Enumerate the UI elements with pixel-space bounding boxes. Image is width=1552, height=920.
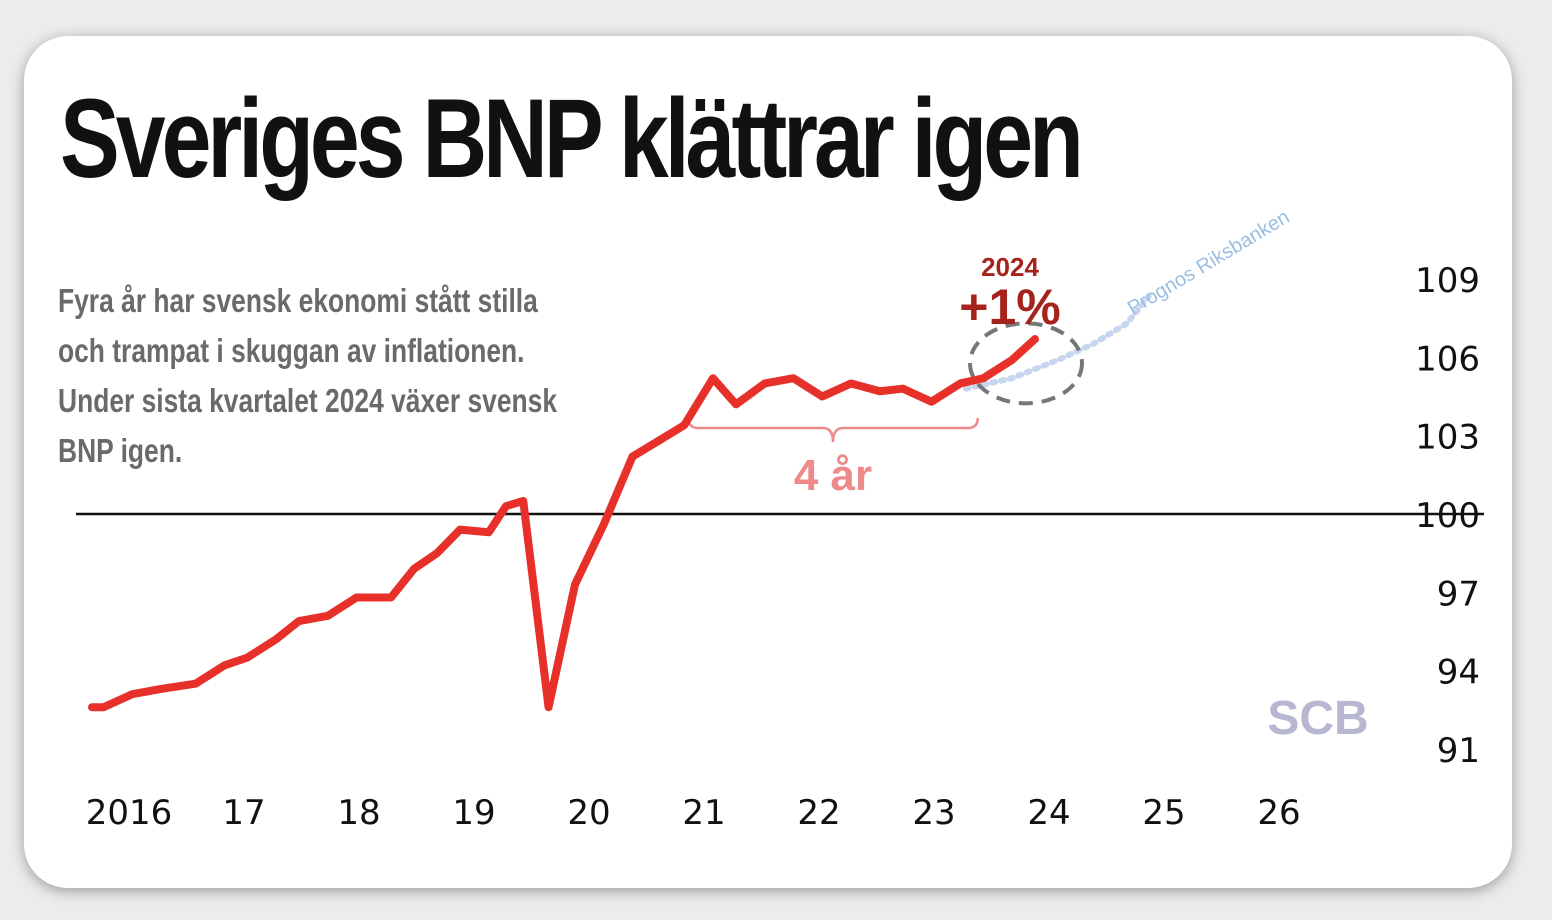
y-tick-label: 106 xyxy=(1415,339,1480,379)
highlight-ellipse xyxy=(968,321,1084,406)
y-axis: 91 94 97 100 103 106 109 xyxy=(1415,261,1480,771)
x-tick-label: 26 xyxy=(1257,793,1300,833)
four-year-brace xyxy=(687,417,979,443)
y-tick-label: 94 xyxy=(1437,653,1480,693)
forecast-label: Prognos Riksbanken xyxy=(1124,206,1294,320)
y-tick-label: 109 xyxy=(1415,261,1480,301)
x-tick-label: 19 xyxy=(452,793,495,833)
chart-card: Sveriges BNP klättrar igen Fyra år har s… xyxy=(24,36,1512,888)
gdp-series-line xyxy=(88,335,1039,712)
x-tick-label: 21 xyxy=(682,793,725,833)
forecast-line xyxy=(963,291,1153,392)
x-axis: 2016 17 18 19 20 21 22 23 24 25 26 xyxy=(86,793,1301,833)
x-tick-label: 24 xyxy=(1027,793,1070,833)
y-tick-label: 91 xyxy=(1437,731,1480,771)
badge-year: 2024 xyxy=(981,252,1039,282)
badge-value: +1% xyxy=(959,279,1060,335)
y-tick-label: 103 xyxy=(1415,418,1480,458)
y-tick-label: 100 xyxy=(1415,496,1480,536)
scb-logo: SCB xyxy=(1267,692,1368,745)
x-tick-label: 23 xyxy=(912,793,955,833)
y-tick-label: 97 xyxy=(1437,574,1480,614)
x-tick-label: 25 xyxy=(1142,793,1185,833)
brace-label: 4 år xyxy=(794,451,872,500)
chart-title: Sveriges BNP klättrar igen xyxy=(60,76,1084,201)
x-tick-label: 17 xyxy=(222,793,265,833)
x-tick-label: 22 xyxy=(797,793,840,833)
x-tick-label: 2016 xyxy=(86,793,173,833)
x-tick-label: 20 xyxy=(567,793,610,833)
brace-path xyxy=(687,417,979,443)
chart-lead-text: Fyra år har svensk ekonomi stått stilla … xyxy=(58,282,557,469)
x-tick-label: 18 xyxy=(337,793,380,833)
